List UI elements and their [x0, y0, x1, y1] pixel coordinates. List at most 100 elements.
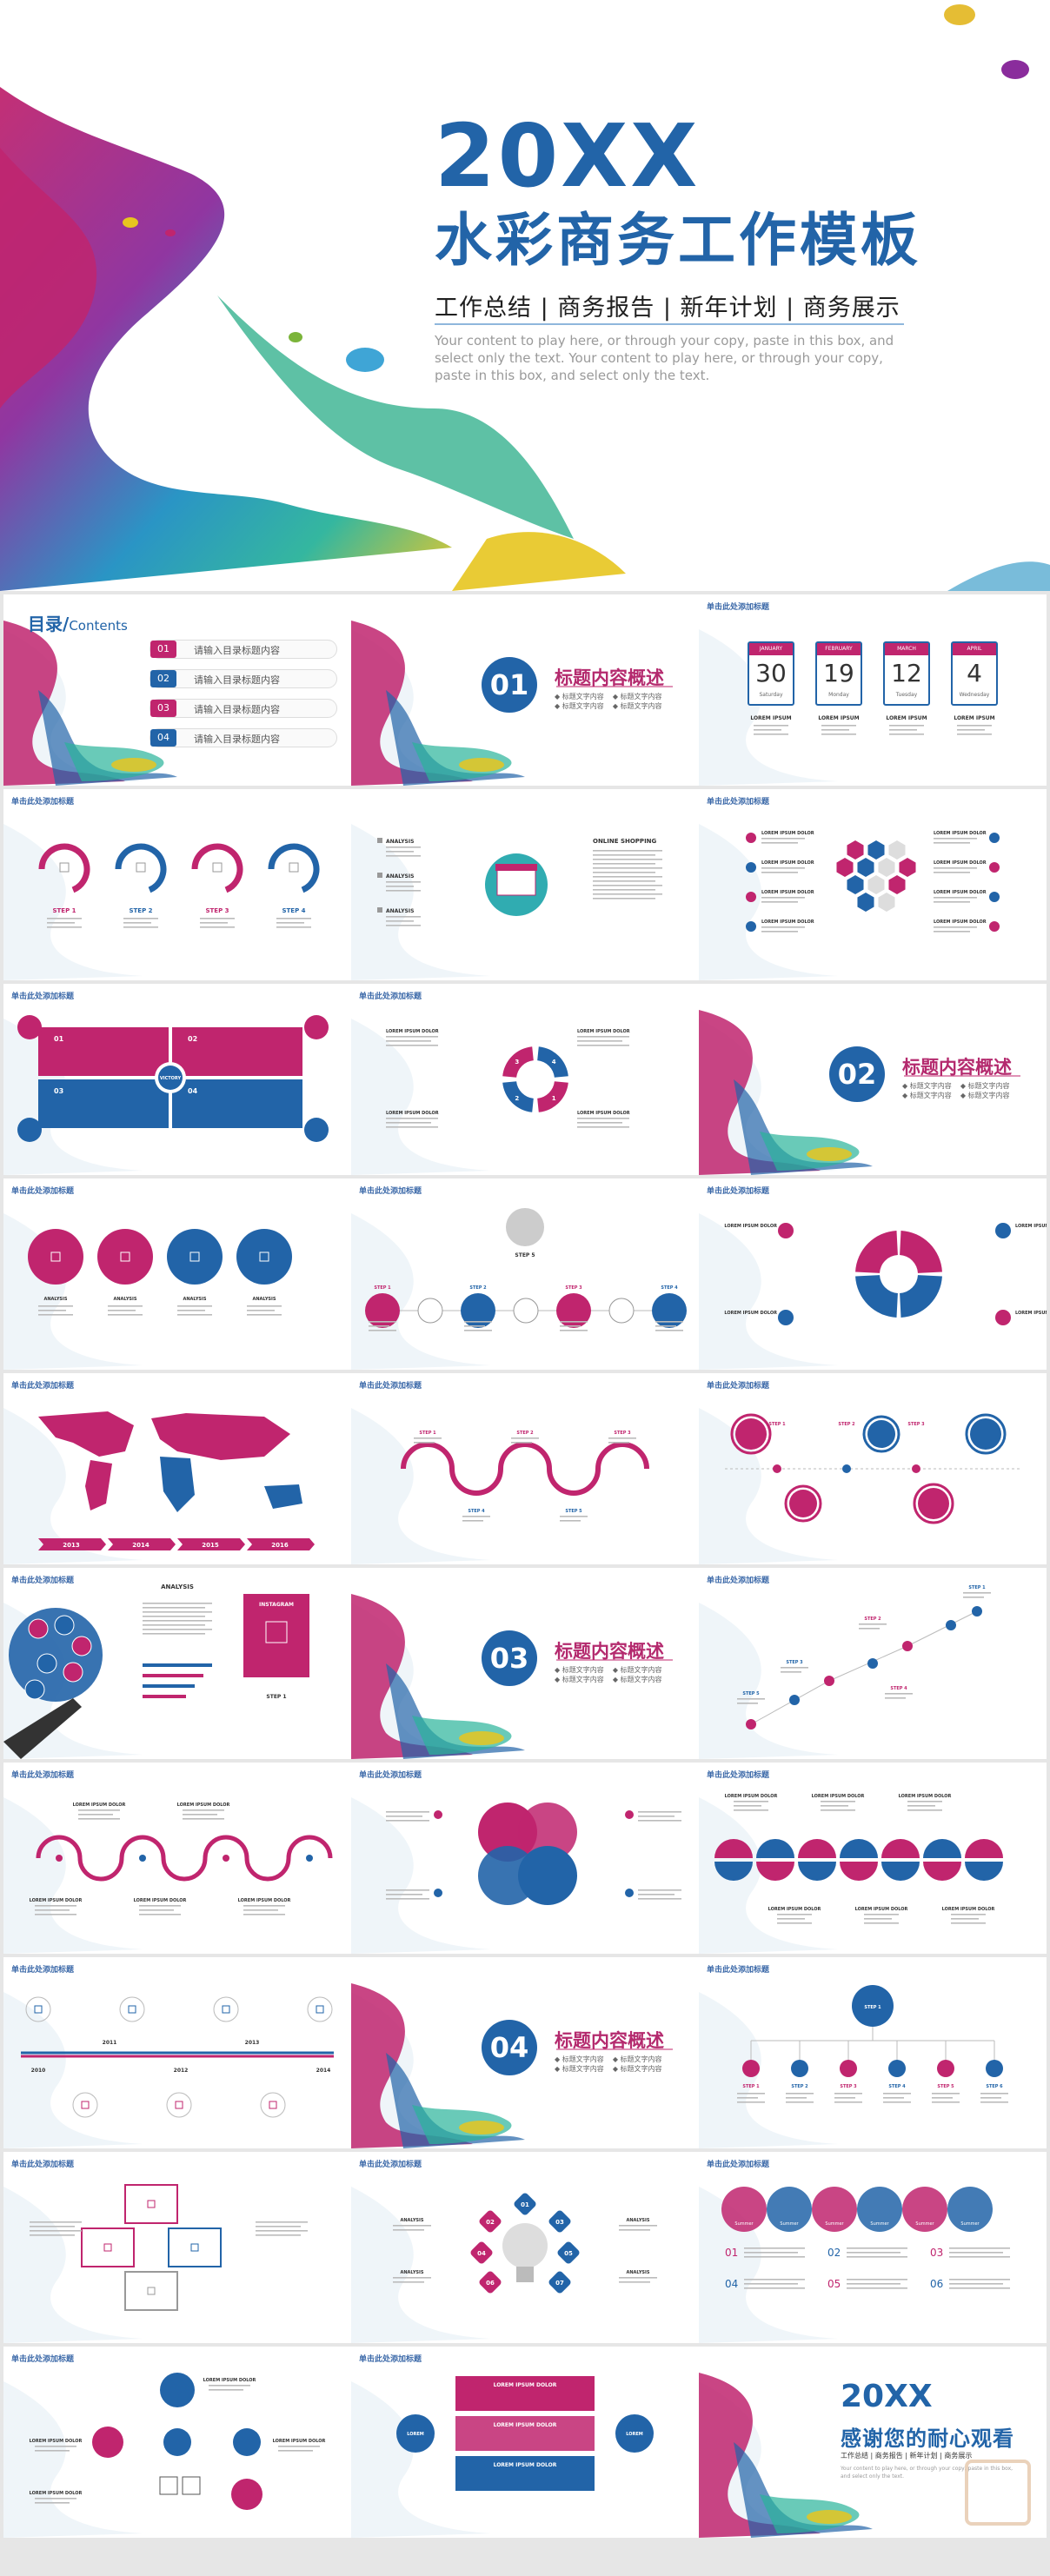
section-number: 04 [482, 2020, 537, 2075]
slide-thumbnail[interactable]: STEP 1 STEP 1 STEP 2 STEP 3 STEP 4 STEP 5 STEP… [699, 1957, 1047, 2148]
hexagon [867, 875, 885, 894]
calendar-weekday: Saturday [759, 692, 783, 698]
placeholder-text-line [369, 1321, 396, 1323]
placeholder-text-line [949, 2252, 1003, 2254]
slide-thumbnail[interactable]: STEP 1 STEP 2 STEP 3 STEP 4 STEP 5 单击此处添加标题 [699, 1568, 1047, 1759]
slide-thumbnail[interactable]: LOREM IPSUM DOLOR LOREM IPSUM DOLOR LOREM … [351, 2347, 699, 2538]
toc-item[interactable]: 01 请输入目录标题内容 [150, 640, 337, 659]
lorem-label: LOREM IPSUM DOLOR [386, 1111, 439, 1116]
slide-heading: 单击此处添加标题 [11, 2161, 75, 2169]
half-circle-top [798, 1839, 836, 1858]
placeholder-text-line [462, 1516, 490, 1517]
slide-thumbnail[interactable]: 1 2 3 4 LOREM IPSUM DOLOR LOREM IPSUM DOLOR LO… [351, 984, 699, 1175]
slide-thumbnail[interactable]: STEP 1 STEP 2 STEP 3 STEP 4 单击此处添加标题 [3, 789, 351, 980]
section-bullets: ◆ 标题文字内容 ◆ 标题文字内容 ◆ 标题文字内容 ◆ 标题文字内容 [555, 693, 662, 710]
slide-thumbnail[interactable]: LOREM IPSUM DOLOR LOREM IPSUM DOLOR LOREM … [3, 2347, 351, 2538]
slide-thumbnail[interactable]: VICTORY 01 02 03 04 单击此处添加标题 [3, 984, 351, 1175]
slide-thumbnail[interactable]: LOREM IPSUM LOREM IPSUM LOREM IPSUM LOREM I… [699, 594, 1047, 786]
slide-thumbnail[interactable]: STEP 1 STEP 2 STEP 3 STEP 4 STEP 5 单击此处添加标题 [351, 1373, 699, 1564]
year-label: 2011 [103, 2040, 117, 2046]
step-label: STEP 4 [888, 2084, 906, 2089]
placeholder-text-line [386, 1040, 431, 1042]
placeholder-text-line [511, 1437, 539, 1439]
slide-thumbnail[interactable]: ANALYSIS ANALYSIS ANALYSIS ONLINE SHOPPING [351, 789, 699, 980]
slide-canvas: 2013 2014 2015 2016 [3, 1408, 315, 1564]
wave-dot [223, 1855, 229, 1862]
placeholder-text-line [577, 1122, 622, 1124]
placeholder-text-line [35, 2446, 76, 2447]
slide-thumbnail[interactable]: LOREM IPSUM DOLOR LOREM IPSUM DOLOR LOREM … [699, 1763, 1047, 1954]
ring-fill [867, 1420, 895, 1448]
slide-thumbnail[interactable]: LOREM IPSUM DOLOR LOREM IPSUM DOLOR LOREM … [699, 789, 1047, 980]
watermark-splash [351, 2381, 490, 2538]
toc-item-label: 请输入目录标题内容 [194, 704, 280, 715]
placeholder-text-line [143, 1607, 205, 1609]
placeholder-text-line [786, 2101, 814, 2103]
summer-label: Summer [915, 2221, 934, 2227]
placeholder-text-line [980, 2101, 1008, 2103]
watermark-splash [699, 629, 838, 786]
placeholder-text-line [177, 1305, 212, 1307]
placeholder-text-line [143, 1616, 205, 1617]
placeholder-text-line [655, 1321, 683, 1323]
lorem-label: LOREM IPSUM DOLOR [855, 1907, 908, 1912]
cover-slide[interactable]: 20XX 水彩商务工作模板 工作总结 | 商务报告 | 新年计划 | 商务展示 … [0, 0, 1050, 591]
placeholder-text-line [638, 1894, 675, 1895]
slide-thumbnail[interactable]: 单击此处添加标题 [351, 1763, 699, 1954]
step-label: STEP 5 [937, 2084, 954, 2089]
year-chevron [247, 1538, 315, 1550]
growth-node [746, 1719, 756, 1730]
slide-thumbnail[interactable]: 03 标题内容概述 ◆ 标题文字内容 ◆ 标题文字内容 ◆ 标题文字内容 ◆ 标题文… [351, 1568, 699, 1759]
slide-thumbnail[interactable]: STEP 1 STEP 2 STEP 3 单击此处添加标题 [699, 1373, 1047, 1564]
placeholder-text-line [951, 1914, 986, 1915]
slide-thumbnail[interactable]: ANALYSIS ANALYSIS ANALYSIS ANALYSIS 单击此处添加标题 [3, 1178, 351, 1370]
placeholder-text-line [951, 1918, 979, 1920]
slide-thumbnail[interactable]: 单击此处添加标题 [3, 2152, 351, 2343]
quadrant-number: 03 [54, 1087, 63, 1095]
slide-thumbnail[interactable]: 04 标题内容概述 ◆ 标题文字内容 ◆ 标题文字内容 ◆ 标题文字内容 ◆ 标题文… [351, 1957, 699, 2148]
cover-title: 水彩商务工作模板 [435, 207, 921, 274]
slide-thumbnail[interactable]: Summer Summer Summer Summer Summer Summer 01 02… [699, 2152, 1047, 2343]
placeholder-text-line [386, 1126, 438, 1128]
splash-yellow [459, 758, 504, 772]
placeholder-text-line [980, 2097, 1001, 2099]
quadrant-number: 01 [54, 1035, 64, 1043]
slide-thumbnail[interactable]: LOREM IPSUM DOLOR LOREM IPSUM DOLOR LOREM … [3, 1763, 351, 1954]
slide-thumbnail[interactable]: 2013 2014 2015 2016 单击此处添加标题 [3, 1373, 351, 1564]
toc-title-en: Contents [69, 618, 128, 634]
slide-thumbnail[interactable]: LOREM IPSUM DOLOR LOREM IPSUM DOLOR LOREM … [699, 1178, 1047, 1370]
growth-node [824, 1676, 834, 1686]
toc-item[interactable]: 02 请输入目录标题内容 [150, 669, 337, 688]
watermark-splash [351, 1408, 490, 1564]
slide-thumbnail[interactable]: ANALYSIS INSTAGRAM STEP 1 单击此处添加标题 [3, 1568, 351, 1759]
slide-thumbnail[interactable]: 01 02 03 04 05 06 07 ANALYSIS ANALYSIS ANALYSIS AN… [351, 2152, 699, 2343]
cycle-segment [502, 1081, 534, 1112]
bubble-node [233, 2428, 261, 2456]
slide-thumbnail[interactable]: 目录/Contents 01 请输入目录标题内容 02 请输入目录标题内容 03 请输入目录… [3, 594, 351, 786]
placeholder-text-line [464, 1321, 492, 1323]
lorem-label: LOREM IPSUM DOLOR [386, 1029, 439, 1034]
toc-item[interactable]: 03 请输入目录标题内容 [150, 699, 337, 718]
calendar-caption: LOREM IPSUM [886, 715, 927, 721]
slide-thumbnail[interactable]: 02 标题内容概述 ◆ 标题文字内容 ◆ 标题文字内容 ◆ 标题文字内容 ◆ 标题文… [699, 984, 1047, 1175]
placeholder-text-line [777, 1914, 812, 1915]
wave-ribbon [36, 1835, 333, 1882]
placeholder-text-line [777, 1922, 812, 1924]
slide-thumbnail[interactable]: 01 标题内容概述 ◆ 标题文字内容 ◆ 标题文字内容 ◆ 标题文字内容 ◆ 标题文… [351, 594, 699, 786]
lorem-label: LOREM IPSUM DOLOR [134, 1898, 187, 1903]
org-node [840, 2060, 857, 2077]
year-label: 2010 [31, 2068, 46, 2074]
calendar-card: JANUARY 30 Saturday [748, 641, 794, 706]
placeholder-text-line [393, 2225, 431, 2227]
slide-thumbnail[interactable]: 20XX 感谢您的耐心观看 工作总结 | 商务报告 | 新年计划 | 商务展示 You… [699, 2347, 1047, 2538]
slide-canvas: 1 2 3 4 LOREM IPSUM DOLOR LOREM IPSUM DOLOR LO… [351, 1019, 630, 1175]
placeholder-text-line [386, 1816, 422, 1817]
step-label: STEP 5 [565, 1509, 582, 1514]
step-label: STEP 1 [968, 1585, 986, 1590]
social-icon [37, 1653, 57, 1674]
placeholder-text-line [414, 1437, 442, 1439]
bubble-node [160, 2373, 195, 2407]
toc-item[interactable]: 04 请输入目录标题内容 [150, 728, 337, 747]
slide-thumbnail[interactable]: STEP 5 STEP 1 STEP 2 STEP 3 STEP 4 单击此处添加标题 [351, 1178, 699, 1370]
slide-thumbnail[interactable]: 2010 2011 2012 2013 2014 单击此处添加标题 [3, 1957, 351, 2148]
